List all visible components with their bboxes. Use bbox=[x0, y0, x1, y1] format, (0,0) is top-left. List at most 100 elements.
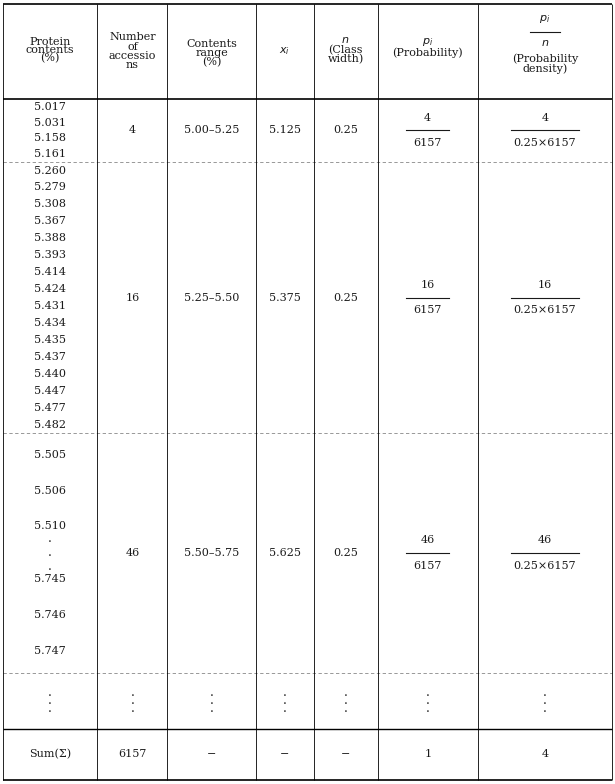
Text: .: . bbox=[543, 702, 547, 715]
Text: 5.414: 5.414 bbox=[34, 267, 66, 278]
Text: (Probability: (Probability bbox=[512, 54, 578, 64]
Text: 1: 1 bbox=[424, 750, 431, 760]
Text: .: . bbox=[543, 686, 547, 699]
Text: $x_i$: $x_i$ bbox=[279, 45, 290, 57]
Text: (Class: (Class bbox=[328, 45, 363, 55]
Text: 5.031: 5.031 bbox=[34, 118, 66, 128]
Text: .: . bbox=[49, 561, 52, 573]
Text: 4: 4 bbox=[541, 750, 549, 760]
Text: 6157: 6157 bbox=[413, 138, 442, 148]
Text: 0.25×6157: 0.25×6157 bbox=[514, 306, 576, 315]
Text: 5.125: 5.125 bbox=[269, 125, 301, 136]
Text: density): density) bbox=[522, 64, 568, 74]
Text: 5.375: 5.375 bbox=[269, 292, 301, 303]
Text: 4: 4 bbox=[541, 113, 549, 122]
Text: 0.25: 0.25 bbox=[333, 548, 358, 558]
Text: 5.25–5.50: 5.25–5.50 bbox=[184, 292, 239, 303]
Text: 0.25: 0.25 bbox=[333, 292, 358, 303]
Text: .: . bbox=[49, 694, 52, 707]
Text: 5.431: 5.431 bbox=[34, 301, 66, 311]
Text: .: . bbox=[49, 686, 52, 699]
Text: 5.505: 5.505 bbox=[34, 450, 66, 459]
Text: .: . bbox=[49, 532, 52, 545]
Text: of: of bbox=[127, 42, 138, 52]
Text: .: . bbox=[130, 702, 135, 715]
Text: Number: Number bbox=[109, 32, 156, 42]
Text: 5.308: 5.308 bbox=[34, 199, 66, 209]
Text: .: . bbox=[543, 694, 547, 707]
Text: 5.747: 5.747 bbox=[34, 646, 66, 656]
Text: 5.388: 5.388 bbox=[34, 234, 66, 243]
Text: 5.279: 5.279 bbox=[34, 183, 66, 192]
Text: 46: 46 bbox=[538, 535, 552, 545]
Text: range: range bbox=[195, 48, 228, 58]
Text: $p_i$: $p_i$ bbox=[422, 36, 434, 48]
Text: 16: 16 bbox=[538, 280, 552, 290]
Text: 5.161: 5.161 bbox=[34, 149, 66, 159]
Text: Sum(Σ): Sum(Σ) bbox=[29, 750, 71, 760]
Text: 16: 16 bbox=[421, 280, 435, 290]
Text: 0.25×6157: 0.25×6157 bbox=[514, 138, 576, 148]
Text: Protein: Protein bbox=[30, 37, 71, 47]
Text: 5.260: 5.260 bbox=[34, 165, 66, 176]
Text: 46: 46 bbox=[125, 548, 140, 558]
Text: $n$: $n$ bbox=[541, 38, 549, 48]
Text: .: . bbox=[344, 686, 347, 699]
Text: 5.00–5.25: 5.00–5.25 bbox=[184, 125, 239, 136]
Text: 5.367: 5.367 bbox=[34, 216, 66, 227]
Text: 5.506: 5.506 bbox=[34, 485, 66, 495]
Text: width): width) bbox=[327, 54, 363, 64]
Text: .: . bbox=[130, 686, 135, 699]
Text: contents: contents bbox=[26, 45, 74, 55]
Text: 46: 46 bbox=[421, 535, 435, 545]
Text: Contents: Contents bbox=[186, 39, 237, 49]
Text: 5.510: 5.510 bbox=[34, 521, 66, 532]
Text: .: . bbox=[283, 702, 287, 715]
Text: 4: 4 bbox=[424, 113, 431, 122]
Text: .: . bbox=[210, 702, 213, 715]
Text: ns: ns bbox=[126, 60, 139, 71]
Text: 5.017: 5.017 bbox=[34, 102, 66, 111]
Text: .: . bbox=[283, 686, 287, 699]
Text: .: . bbox=[344, 694, 347, 707]
Text: 5.434: 5.434 bbox=[34, 318, 66, 328]
Text: 5.435: 5.435 bbox=[34, 335, 66, 345]
Text: −: − bbox=[280, 750, 289, 760]
Text: 0.25×6157: 0.25×6157 bbox=[514, 561, 576, 571]
Text: .: . bbox=[426, 694, 430, 707]
Text: .: . bbox=[283, 694, 287, 707]
Text: 5.158: 5.158 bbox=[34, 133, 66, 143]
Text: .: . bbox=[130, 694, 135, 707]
Text: .: . bbox=[49, 702, 52, 715]
Text: (%): (%) bbox=[41, 53, 60, 64]
Text: 6157: 6157 bbox=[118, 750, 146, 760]
Text: 5.393: 5.393 bbox=[34, 250, 66, 260]
Text: 5.745: 5.745 bbox=[34, 574, 66, 584]
Text: (%): (%) bbox=[202, 57, 221, 67]
Text: 5.437: 5.437 bbox=[34, 352, 66, 362]
Text: .: . bbox=[49, 546, 52, 559]
Text: .: . bbox=[426, 702, 430, 715]
Text: 0.25: 0.25 bbox=[333, 125, 358, 136]
Text: 5.482: 5.482 bbox=[34, 419, 66, 430]
Text: .: . bbox=[210, 686, 213, 699]
Text: 5.447: 5.447 bbox=[34, 386, 66, 396]
Text: .: . bbox=[344, 702, 347, 715]
Text: 5.746: 5.746 bbox=[34, 610, 66, 620]
Text: $n$: $n$ bbox=[341, 34, 350, 45]
Text: 5.440: 5.440 bbox=[34, 368, 66, 379]
Text: 4: 4 bbox=[129, 125, 136, 136]
Text: (Probability): (Probability) bbox=[392, 48, 463, 58]
Text: 5.625: 5.625 bbox=[269, 548, 301, 558]
Text: .: . bbox=[210, 694, 213, 707]
Text: 6157: 6157 bbox=[413, 306, 442, 315]
Text: accessio: accessio bbox=[109, 51, 156, 61]
Text: $p_i$: $p_i$ bbox=[539, 13, 550, 26]
Text: 5.477: 5.477 bbox=[34, 403, 66, 412]
Text: 6157: 6157 bbox=[413, 561, 442, 571]
Text: 5.50–5.75: 5.50–5.75 bbox=[184, 548, 239, 558]
Text: −: − bbox=[207, 750, 216, 760]
Text: −: − bbox=[341, 750, 350, 760]
Text: 5.424: 5.424 bbox=[34, 284, 66, 294]
Text: 16: 16 bbox=[125, 292, 140, 303]
